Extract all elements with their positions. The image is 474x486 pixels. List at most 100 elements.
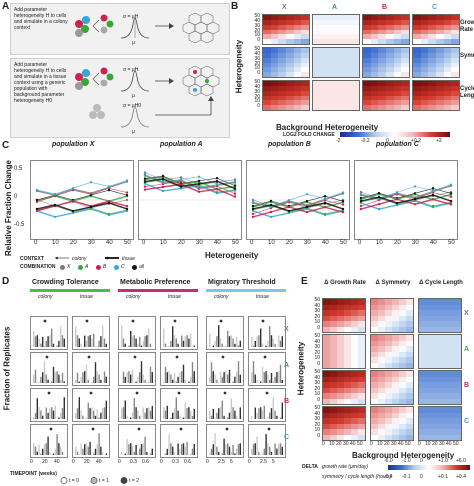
d-hist-bar <box>87 446 89 455</box>
heatmap-cell <box>363 29 371 35</box>
context-tissue: tissue <box>122 256 136 262</box>
heatmap-cell <box>443 29 452 35</box>
d-hist-bar <box>146 335 148 347</box>
heatmap-cell <box>435 72 444 77</box>
heatmap-cell <box>426 346 433 352</box>
d-mean-dot <box>263 355 267 359</box>
heatmap-cell <box>447 387 454 393</box>
panel-a-step2: Add parameter heterogeneity H to cells a… <box>10 58 230 138</box>
heatmap-cell <box>443 81 452 86</box>
heatmap-cell <box>351 299 358 305</box>
d-hist-bar <box>168 345 170 347</box>
heatmap-cell <box>440 340 447 346</box>
c-title-2: population B <box>268 141 311 148</box>
heatmap-cell <box>454 393 461 399</box>
c-series-line <box>144 182 236 194</box>
d-hist-1-2-0 <box>118 388 156 422</box>
heatmap-cell <box>328 29 336 35</box>
c-point <box>359 204 363 208</box>
heatmap-cell <box>435 39 444 44</box>
d-hist-bar <box>278 444 280 455</box>
heatmap-cell <box>406 423 413 429</box>
c-point <box>359 196 363 200</box>
heatmap-cell <box>454 362 461 368</box>
heatmap-cell <box>285 57 294 63</box>
heatmap-cell <box>420 48 429 53</box>
heatmap-cell <box>337 335 344 341</box>
d-hist-svg <box>209 355 241 383</box>
heatmap-cell <box>330 362 337 368</box>
d-hist-bar <box>131 336 134 347</box>
d-hist-bar <box>175 381 177 383</box>
heatmap-cell <box>313 15 321 20</box>
c-series-line <box>360 194 452 204</box>
heatmap-cell <box>323 304 330 310</box>
e-legend-tick1: -6.0 <box>384 458 393 464</box>
heatmap-cell <box>337 315 344 321</box>
d-hist-bar <box>102 325 104 347</box>
heatmap-cell <box>301 24 309 30</box>
d-hist-bar <box>34 446 37 455</box>
heatmap-cell <box>337 310 344 316</box>
heatmap-cell <box>301 85 309 91</box>
d-hist-bar <box>182 443 185 455</box>
heatmap-cell <box>351 412 358 418</box>
d-hist-svg <box>75 427 107 455</box>
heatmap-cell <box>451 57 459 63</box>
d-hist-bar <box>42 372 44 383</box>
heatmap-cell <box>406 315 413 321</box>
heatmap-cell <box>413 57 421 63</box>
c-series-line <box>36 200 128 212</box>
d-mean-dot <box>135 391 139 395</box>
d-hist-0-1-1 <box>72 352 110 386</box>
heatmap-cell <box>344 393 351 399</box>
d-mean-dot <box>47 391 51 395</box>
heatmap-cell <box>428 19 436 25</box>
heatmap-cell <box>428 81 436 86</box>
heatmap-b-a-0 <box>312 14 360 45</box>
heatmap-cell <box>378 434 385 440</box>
heatmap-cell <box>392 351 399 357</box>
heatmap-cell <box>371 357 378 363</box>
heatmap-cell <box>263 15 271 20</box>
d-hist-bar <box>40 376 42 383</box>
d-hist-bar <box>251 415 253 419</box>
e-row-label-2: B <box>464 382 470 389</box>
heatmap-b-c-2 <box>412 80 460 111</box>
e-row-label-1: A <box>464 346 470 353</box>
c-xtick: 20 <box>70 240 77 246</box>
d-hist-bar <box>128 371 130 383</box>
heatmap-cell <box>371 398 378 404</box>
heatmap-cell <box>378 304 385 310</box>
heatmap-cell <box>370 34 379 40</box>
c-xtick: 30 <box>88 240 95 246</box>
c-series-line <box>144 175 236 186</box>
heatmap-cell <box>419 423 426 429</box>
heatmap-cell <box>443 67 452 73</box>
d-hist-bar <box>94 415 97 419</box>
heatmap-cell <box>428 67 436 73</box>
d-hist-bar <box>210 362 213 383</box>
b-ytick: 0 <box>257 70 260 77</box>
heatmap-cell <box>378 90 386 96</box>
heatmap-cell <box>323 346 330 352</box>
heatmap-cell <box>293 29 302 35</box>
heatmap-cell <box>406 362 413 368</box>
heatmap-cell <box>385 340 392 346</box>
d-hist-bar <box>126 372 128 383</box>
heatmap-cell <box>351 105 359 110</box>
heatmap-cell <box>447 335 454 341</box>
heatmap-cell <box>378 382 385 388</box>
b-ytick: 40 <box>254 17 260 24</box>
c-series-line <box>36 208 128 218</box>
heatmap-cell <box>385 351 392 357</box>
heatmap-cell <box>454 299 461 305</box>
heatmap-cell <box>428 72 436 77</box>
d-hist-bar <box>225 371 227 383</box>
b-legend-tick: +2 <box>436 138 442 144</box>
heatmap-cell <box>343 15 352 20</box>
c-ytick: 0.5 <box>14 166 23 172</box>
heatmap-cell <box>371 429 378 435</box>
b-ytick: 30 <box>254 88 260 95</box>
heatmap-cell <box>313 67 321 73</box>
